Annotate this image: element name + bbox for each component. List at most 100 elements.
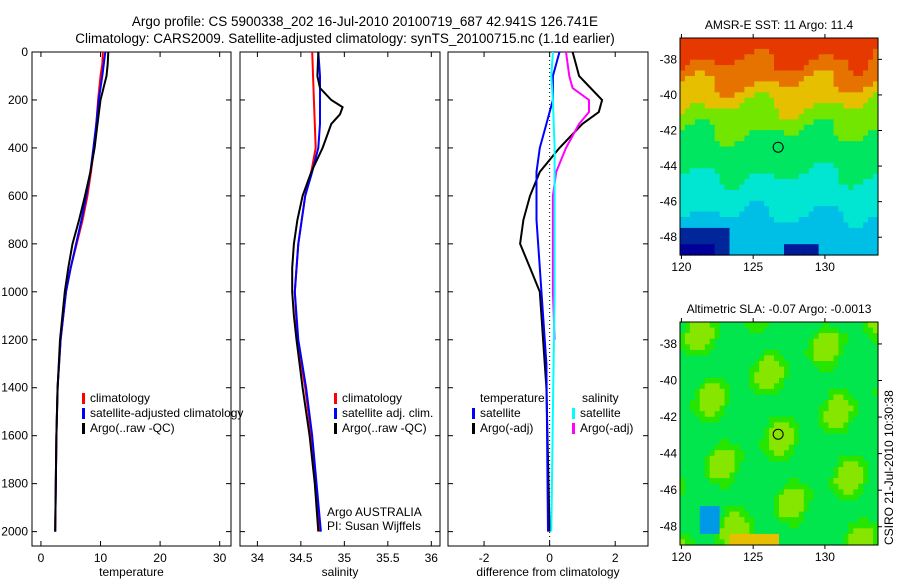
map-cell	[798, 146, 805, 153]
map-cell	[818, 173, 825, 180]
map-cell	[764, 146, 770, 153]
map-cell	[754, 48, 760, 55]
map-cell	[694, 433, 701, 440]
map-cell	[779, 388, 785, 396]
map-cell	[709, 338, 716, 345]
map-cell	[828, 86, 835, 93]
map-cell	[744, 361, 750, 368]
map-cell	[853, 86, 859, 93]
map-cell	[813, 439, 820, 446]
map-cell	[714, 450, 721, 457]
map-cell	[744, 200, 750, 207]
map-cell	[868, 489, 874, 496]
map-cell	[744, 511, 750, 518]
map-cell	[724, 130, 731, 137]
map-cell	[828, 114, 835, 121]
map-cell	[769, 76, 775, 83]
map-cell	[759, 227, 765, 234]
map-cell	[764, 162, 770, 169]
map-cell	[823, 400, 830, 407]
map-cell	[729, 322, 736, 329]
map-cell	[704, 108, 711, 115]
map-cell	[779, 227, 785, 234]
map-cell	[734, 528, 741, 535]
map-cell	[719, 151, 726, 158]
map-cell	[729, 54, 736, 61]
map-cell	[709, 400, 716, 407]
map-cell	[704, 222, 711, 229]
map-cell	[858, 200, 864, 207]
map-cell	[754, 206, 760, 213]
map-cell	[853, 361, 859, 368]
map-cell	[729, 238, 736, 245]
map-cell	[685, 528, 691, 535]
map-cell	[694, 461, 701, 468]
map-cell	[798, 130, 805, 137]
map-cell	[699, 108, 706, 115]
map-cell	[818, 394, 825, 401]
map-cell	[793, 361, 800, 368]
map-cell	[823, 506, 830, 513]
map-cell	[808, 400, 815, 407]
map-cell	[774, 238, 780, 245]
map-cell	[843, 86, 849, 93]
map-cell	[699, 327, 706, 334]
map-cell	[734, 157, 741, 164]
y-tick-label: -42	[660, 123, 678, 137]
map-cell	[779, 416, 785, 423]
map-cell	[873, 489, 879, 496]
map-cell	[858, 130, 864, 137]
map-cell	[729, 108, 736, 115]
map-cell	[808, 461, 815, 468]
map-cell	[769, 522, 775, 529]
map-cell	[833, 130, 840, 137]
map-cell	[749, 478, 755, 485]
map-cell	[843, 322, 849, 329]
map-cell	[784, 162, 790, 169]
map-cell	[798, 439, 805, 446]
map-cell	[694, 500, 701, 507]
map-cell	[685, 467, 691, 474]
map-cell	[774, 54, 780, 61]
map-cell	[853, 200, 859, 207]
map-cell	[739, 411, 745, 418]
map-cell	[798, 388, 805, 396]
map-cell	[739, 344, 745, 351]
map-cell	[798, 92, 805, 99]
map-cell	[868, 217, 874, 224]
map-cell	[863, 65, 869, 72]
map-cell	[680, 344, 686, 351]
map-cell	[759, 388, 765, 396]
map-cell	[863, 184, 869, 191]
map-cell	[784, 211, 790, 218]
map-cell	[744, 338, 750, 345]
x-tick-label: 130	[815, 550, 835, 564]
map-cell	[704, 366, 711, 373]
map-cell	[739, 141, 745, 148]
map-cell	[853, 517, 859, 524]
map-cell	[724, 86, 731, 93]
map-cell	[828, 103, 835, 110]
map-cell	[749, 211, 755, 218]
map-cell	[843, 522, 849, 529]
map-cell	[803, 211, 810, 218]
map-cell	[774, 103, 780, 110]
map-cell	[774, 522, 780, 529]
map-cell	[680, 422, 686, 429]
map-cell	[689, 511, 696, 518]
map-cell	[704, 539, 711, 546]
map-cell	[694, 494, 701, 501]
map-cell	[759, 48, 765, 55]
map-cell	[863, 528, 869, 535]
map-cell	[863, 141, 869, 148]
map-cell	[699, 141, 706, 148]
map-cell	[858, 322, 864, 329]
map-cell	[848, 472, 854, 479]
map-cell	[769, 533, 775, 541]
map-cell	[843, 427, 849, 435]
map-cell	[793, 416, 800, 423]
map-cell	[724, 233, 731, 240]
map-cell	[749, 427, 755, 435]
map-cell	[764, 135, 770, 142]
map-cell	[704, 211, 711, 218]
